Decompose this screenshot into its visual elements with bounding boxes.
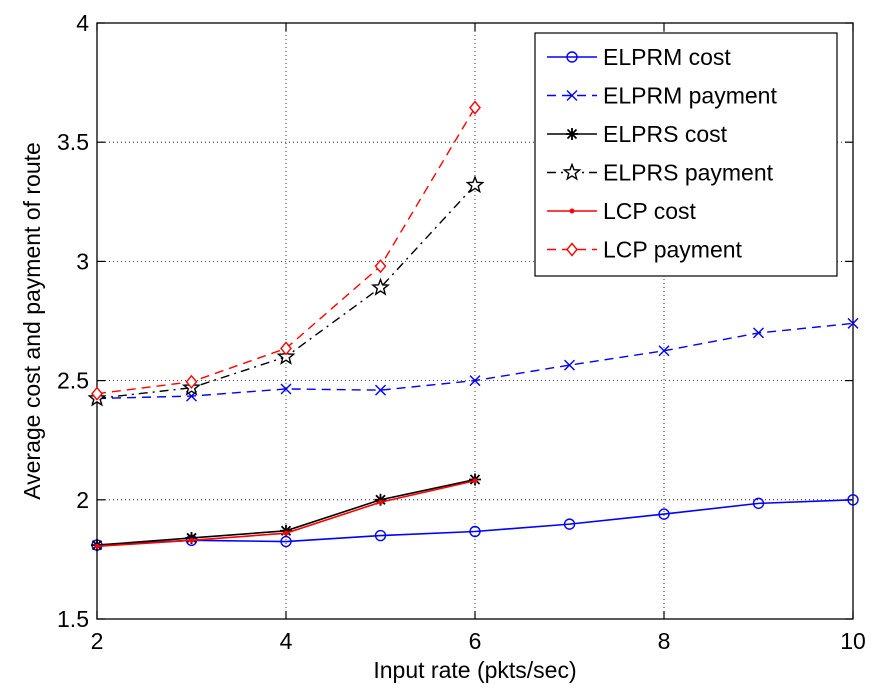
x-marker: [658, 345, 670, 357]
x-marker: [564, 359, 575, 371]
legend-box: [534, 32, 838, 277]
data-point: [374, 259, 387, 274]
circle-marker: [374, 529, 387, 542]
circle-marker: [563, 518, 576, 530]
data-point: [91, 386, 103, 401]
data-point: [375, 384, 386, 396]
x-axis-label: Input rate (pkts/sec): [373, 657, 576, 683]
data-point: [280, 383, 292, 395]
series-lcp-payment: [91, 100, 481, 401]
legend-item: ELPRM cost: [547, 44, 731, 70]
legend-label: ELPRS payment: [603, 160, 774, 186]
x-tick-label: 2: [91, 628, 104, 654]
x-marker: [847, 317, 859, 329]
data-point: [94, 543, 100, 549]
x-tick-label: 10: [840, 628, 866, 654]
y-axis-label: Average cost and payment of route: [19, 142, 45, 500]
data-point: [465, 175, 485, 194]
data-point: [566, 128, 578, 140]
y-tick-label: 3.5: [57, 129, 89, 155]
circle-marker: [566, 51, 578, 63]
data-point: [658, 345, 670, 357]
legend-label: LCP cost: [603, 198, 697, 224]
data-point: [562, 162, 582, 181]
x-marker: [280, 383, 292, 395]
axis-ticks: 2 4 6 8 101.522.533.54: [57, 10, 866, 654]
star-marker: [371, 277, 390, 296]
legend-item: LCP cost: [547, 198, 697, 224]
y-tick-label: 1.5: [57, 606, 89, 632]
data-point: [188, 537, 194, 543]
legend-item: ELPRS cost: [547, 121, 728, 147]
diamond-marker: [566, 242, 578, 257]
dot-marker: [569, 208, 575, 214]
series-group: [87, 100, 859, 552]
legend-item: LCP payment: [547, 237, 743, 263]
series-elprm-payment: [91, 317, 859, 404]
data-point: [276, 346, 296, 365]
legend-label: ELPRM cost: [603, 44, 731, 70]
data-point: [469, 100, 481, 115]
y-tick-label: 2.5: [57, 368, 89, 394]
series-line: [96, 499, 854, 546]
x-tick-label: 4: [280, 628, 293, 654]
x-marker: [566, 90, 578, 101]
data-point: [752, 497, 765, 510]
diamond-marker: [185, 374, 198, 389]
diamond-marker: [280, 341, 292, 356]
asterisk-marker: [566, 128, 578, 140]
data-point: [378, 499, 384, 505]
data-point: [371, 277, 390, 296]
legend-item: ELPRS payment: [547, 160, 774, 186]
dot-marker: [188, 537, 194, 543]
star-marker: [276, 346, 296, 365]
data-point: [658, 508, 670, 520]
circle-marker: [469, 525, 481, 538]
x-marker: [753, 327, 764, 339]
x-marker: [375, 384, 386, 396]
x-marker: [469, 375, 481, 387]
legend-label: ELPRS cost: [603, 121, 728, 147]
dot-marker: [472, 478, 478, 484]
circle-marker: [847, 494, 859, 506]
legend: ELPRM cost ELPRM payment ELPRS cost ELPRS p…: [534, 32, 838, 277]
data-point: [847, 317, 859, 329]
diamond-marker: [469, 100, 481, 115]
data-point: [566, 51, 578, 63]
legend-label: LCP payment: [603, 237, 743, 263]
data-point: [566, 242, 578, 257]
x-tick-label: 8: [658, 628, 671, 654]
series-elprm-cost: [91, 494, 859, 551]
legend-item: ELPRM payment: [547, 83, 777, 109]
diamond-marker: [91, 386, 103, 401]
dot-marker: [94, 543, 100, 549]
data-point: [566, 90, 578, 101]
diamond-marker: [374, 259, 387, 274]
y-tick-label: 3: [76, 248, 89, 274]
data-point: [472, 478, 478, 484]
series-lcp-cost: [94, 478, 478, 549]
dot-marker: [283, 530, 289, 536]
data-point: [569, 208, 575, 214]
y-tick-label: 2: [76, 487, 89, 513]
data-point: [185, 374, 198, 389]
legend-label: ELPRM payment: [603, 83, 777, 109]
data-point: [280, 341, 292, 356]
data-point: [374, 529, 387, 542]
circle-marker: [658, 508, 670, 520]
data-point: [753, 327, 764, 339]
data-point: [469, 525, 481, 538]
data-point: [847, 494, 859, 506]
data-point: [283, 530, 289, 536]
star-marker: [562, 162, 582, 181]
y-tick-label: 4: [76, 10, 89, 36]
data-point: [564, 359, 575, 371]
x-tick-label: 6: [469, 628, 482, 654]
circle-marker: [752, 497, 765, 510]
data-point: [563, 518, 576, 530]
dot-marker: [378, 499, 384, 505]
data-point: [469, 375, 481, 387]
star-marker: [465, 175, 485, 194]
